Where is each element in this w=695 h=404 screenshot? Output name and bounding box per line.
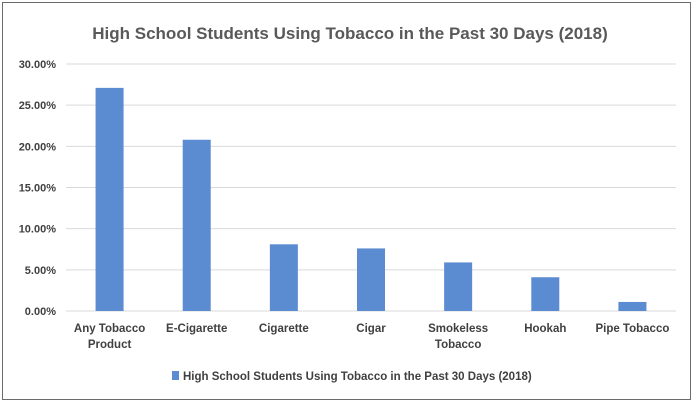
bar: [357, 248, 385, 311]
x-tick-label: Pipe Tobacco: [595, 323, 669, 335]
x-tick-label: Cigarette: [259, 323, 309, 335]
chart-title: High School Students Using Tobacco in th…: [92, 24, 607, 43]
x-tick-label: E-Cigarette: [166, 323, 227, 335]
y-tick-label: 20.00%: [19, 141, 57, 153]
bar: [444, 262, 473, 311]
y-tick-label: 0.00%: [25, 306, 56, 318]
x-tick-label: Cigar: [356, 323, 386, 335]
y-tick-label: 5.00%: [25, 265, 56, 277]
bar: [182, 139, 211, 311]
y-tick-label: 30.00%: [19, 59, 57, 71]
x-tick-label: Tobacco: [435, 339, 481, 351]
legend-label: High School Students Using Tobacco in th…: [183, 371, 532, 383]
y-tick-label: 10.00%: [19, 224, 57, 236]
x-tick-label: Hookah: [524, 323, 566, 335]
y-tick-label: 15.00%: [19, 183, 57, 195]
x-tick-label: Smokeless: [428, 323, 488, 335]
x-tick-label: Any Tobacco: [74, 323, 145, 335]
y-tick-label: 25.00%: [19, 100, 57, 112]
legend-swatch: [172, 371, 179, 380]
bar: [618, 301, 647, 311]
x-tick-label: Product: [88, 339, 132, 351]
bar: [269, 244, 298, 311]
bar: [95, 87, 124, 311]
bar: [531, 277, 560, 311]
